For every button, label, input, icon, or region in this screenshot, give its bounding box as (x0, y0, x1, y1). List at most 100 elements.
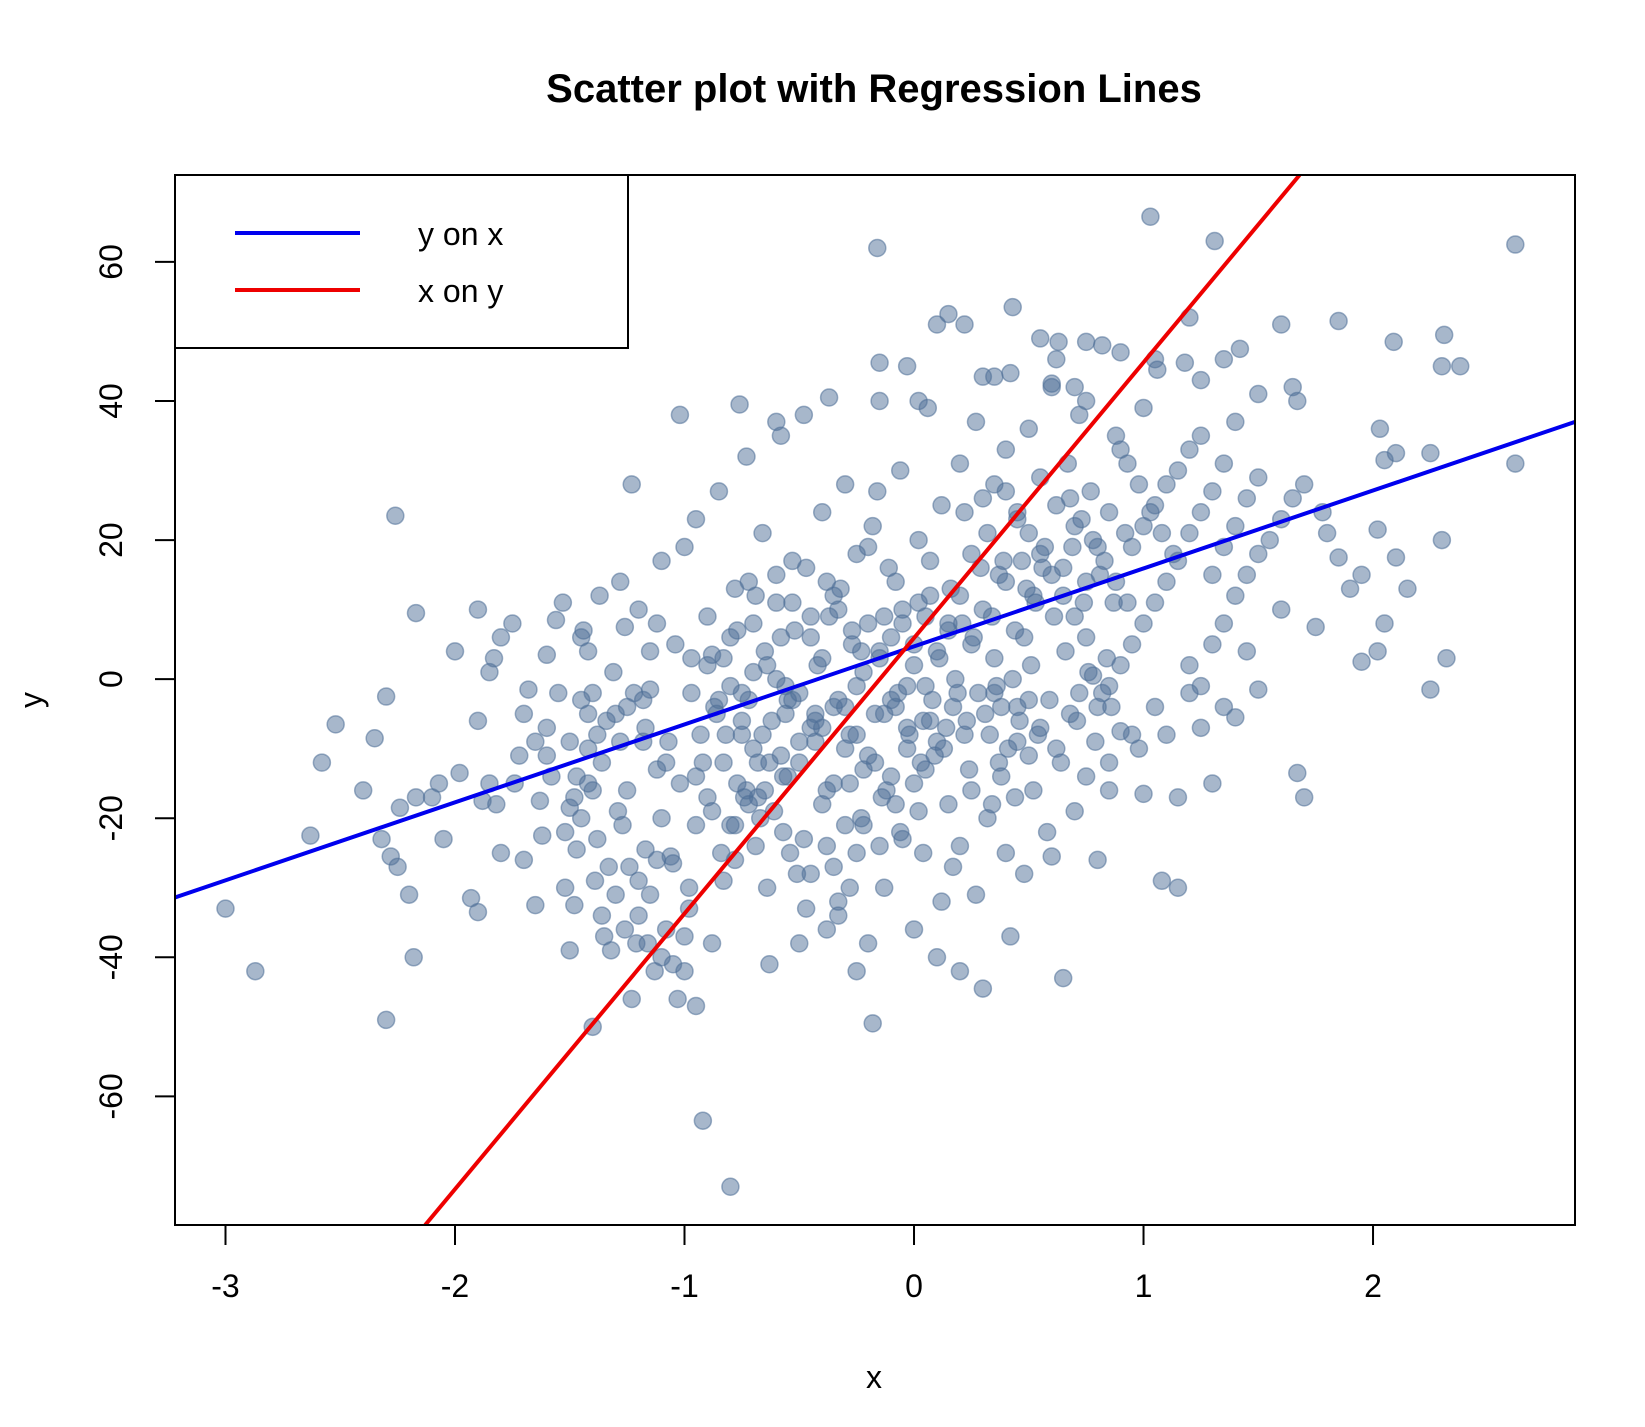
scatter-point (982, 795, 1002, 814)
scatter-point (964, 628, 983, 647)
x-axis-label: x (866, 1359, 882, 1395)
scatter-point (1134, 398, 1153, 418)
scatter-point (647, 850, 667, 870)
scatter-point (913, 843, 933, 863)
scatter-point (1017, 579, 1036, 598)
scatter-point (1019, 690, 1039, 710)
scatter-point (633, 690, 653, 710)
scatter-point (1249, 384, 1268, 404)
scatter-point (652, 808, 671, 828)
scatter-point (1432, 356, 1452, 376)
scatter-point (1168, 878, 1188, 897)
scatter-point (847, 961, 866, 981)
scatter-point (1340, 579, 1360, 598)
scatter-point (923, 690, 942, 710)
scatter-point (503, 614, 522, 633)
scatter-point (326, 715, 345, 734)
scatter-point (796, 899, 816, 918)
scatter-point (668, 989, 687, 1009)
scatter-point (1060, 704, 1080, 724)
scatter-point (620, 857, 639, 877)
y-tick-label: 0 (93, 670, 129, 688)
scatter-point (1203, 635, 1222, 654)
scatter-point (1047, 739, 1066, 758)
scatter-point (936, 718, 956, 738)
scatter-point (996, 440, 1016, 459)
scatter-point (1237, 565, 1257, 585)
scatter-point (1070, 683, 1089, 703)
scatter-point (957, 711, 977, 731)
scatter-point (900, 725, 919, 745)
scatter-point (767, 593, 786, 612)
x-tick-label: -2 (441, 1268, 469, 1304)
scatter-point (966, 412, 986, 432)
scatter-point (767, 412, 786, 432)
scatter-point (863, 1014, 882, 1033)
scatter-point (771, 628, 791, 647)
scatter-point (686, 815, 706, 835)
scatter-point (948, 683, 967, 703)
scatter-point (484, 649, 504, 668)
scatter-point (691, 725, 710, 745)
scatter-point (1288, 391, 1307, 411)
scatter-point (904, 920, 924, 939)
scatter-point (890, 461, 910, 480)
scatter-point (790, 732, 809, 751)
scatter-point (312, 753, 332, 772)
scatter-point (578, 642, 598, 661)
scatter-point (1074, 593, 1094, 612)
scatter-point (714, 753, 733, 772)
scatter-point (491, 628, 511, 647)
scatter-point (1180, 523, 1199, 543)
x-tick-label: 1 (1135, 1268, 1153, 1304)
scatter-point (1214, 614, 1234, 633)
scatter-point (1226, 412, 1245, 432)
scatter-point (1086, 732, 1105, 751)
scatter-point (537, 718, 557, 738)
scatter-point (991, 767, 1011, 786)
points-layer (216, 207, 1525, 1197)
scatter-point (1099, 753, 1119, 772)
scatter-point (1191, 370, 1211, 390)
scatter-point (783, 551, 802, 571)
scatter-point (932, 496, 951, 515)
scatter-point (897, 676, 917, 696)
scatter-point (617, 781, 637, 800)
scatter-point (925, 746, 944, 765)
scatter-point (613, 815, 632, 835)
scatter-point (386, 506, 405, 525)
scatter-point (918, 398, 938, 418)
scatter-point (647, 760, 667, 779)
scatter-point (599, 857, 619, 877)
scatter-point (686, 509, 706, 529)
scatter-point (1076, 391, 1096, 411)
scatter-point (592, 906, 612, 925)
scatter-point (714, 871, 733, 891)
scatter-point (1421, 443, 1440, 463)
scatter-point (663, 854, 683, 873)
scatter-point (1053, 968, 1073, 988)
scatter-point (670, 774, 690, 793)
scatter-point (404, 948, 423, 967)
scatter-point (1012, 551, 1032, 571)
y-axis: -60 -40 -20 0 20 40 60 (93, 244, 176, 1119)
scatter-point (1122, 635, 1142, 654)
scatter-point (549, 683, 568, 703)
scatter-point (1134, 614, 1153, 633)
y-tick-label: 20 (93, 522, 129, 558)
legend-label-y-on-x: y on x (418, 216, 503, 252)
scatter-point (693, 1111, 713, 1130)
scatter-point (1191, 676, 1211, 696)
scatter-point (746, 836, 765, 856)
scatter-point (1506, 454, 1525, 473)
scatter-point (519, 680, 538, 699)
scatter-point (760, 954, 779, 974)
scatter-point (702, 802, 722, 821)
scatter-point (725, 815, 745, 835)
scatter-point (1191, 503, 1211, 522)
scatter-point (739, 795, 759, 814)
scatter-point (1352, 565, 1371, 585)
scatter-point (652, 948, 671, 967)
scatter-point (560, 732, 580, 751)
scatter-point (1352, 652, 1371, 672)
